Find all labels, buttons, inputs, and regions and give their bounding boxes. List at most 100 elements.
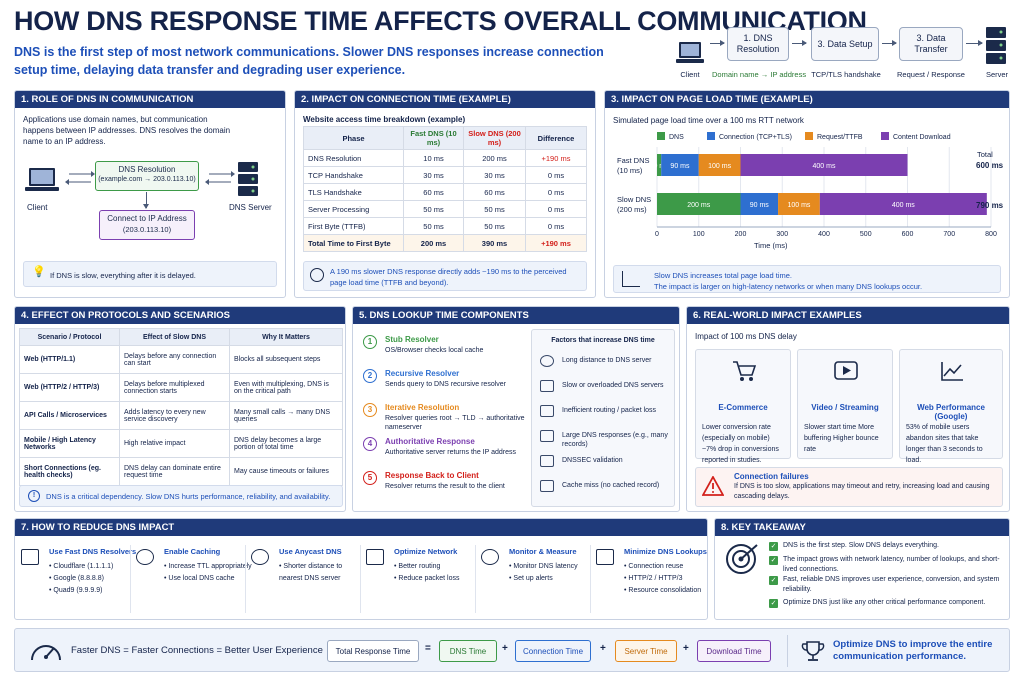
legend-swatch xyxy=(881,132,889,140)
legend-swatch xyxy=(805,132,813,140)
globe-icon xyxy=(251,549,269,565)
dns-server-icon xyxy=(238,162,258,196)
fail-title: Connection failures xyxy=(734,472,809,481)
table-row: Web (HTTP/1.1) Delays before any connecti… xyxy=(19,345,343,374)
cloud-icon xyxy=(136,549,154,565)
card-title: Video / Streaming xyxy=(811,403,879,412)
target-icon xyxy=(726,544,758,574)
dns-box-title: DNS Resolution xyxy=(118,165,176,174)
table-cell: 50 ms xyxy=(403,217,464,235)
takeaway-item: Fast, reliable DNS improves user experie… xyxy=(783,576,1000,593)
table-cell: Many small calls → many DNS queries xyxy=(229,401,343,430)
table-cell: 50 ms xyxy=(403,200,464,218)
bar-value-label: 100 ms xyxy=(708,163,731,170)
factor-item: DNSSEC validation xyxy=(562,457,623,464)
x-tick-label: 0 xyxy=(655,231,659,238)
category-label: Fast DNS xyxy=(617,156,650,165)
bar-value-label: 100 ms xyxy=(787,202,810,209)
flow-step-setup: 3. Data Setup xyxy=(811,27,879,61)
reduce-line: • Resource consolidation xyxy=(624,587,702,594)
step-number: 4 xyxy=(363,437,377,451)
x-tick-label: 500 xyxy=(860,231,872,238)
table-cell: 0 ms xyxy=(525,200,587,218)
item-divider xyxy=(475,545,476,613)
card-title: E-Commerce xyxy=(718,403,768,412)
x-tick-label: 400 xyxy=(818,231,830,238)
info-icon: ! xyxy=(28,490,40,502)
reduce-title: Monitor & Measure xyxy=(509,547,577,556)
table-cell: DNS delay can dominate entire request ti… xyxy=(119,457,230,486)
legend-label: Connection (TCP+TLS) xyxy=(719,134,792,141)
clock-icon xyxy=(310,268,324,282)
step-title: Stub Resolver xyxy=(385,335,439,344)
check-icon: ✓ xyxy=(769,576,778,585)
table-cell: Delays before multiplexed connection sta… xyxy=(119,373,230,402)
table-cell: 60 ms xyxy=(463,183,526,201)
reduce-line: • Quad9 (9.9.9.9) xyxy=(49,587,103,594)
shield-icon xyxy=(366,549,384,565)
dns-time-box: DNS Time xyxy=(439,640,497,662)
flow-arrow xyxy=(966,40,983,46)
table-cell: TCP Handshake xyxy=(303,166,404,184)
bar-segment xyxy=(698,154,741,176)
reduce-line: • Google (8.8.8.8) xyxy=(49,575,104,582)
section-intro: Applications use domain names, but commu… xyxy=(23,115,231,146)
table-cell: Delays before any connection can start xyxy=(119,345,230,374)
chart-trend-icon xyxy=(622,271,640,287)
protocols-table: Scenario / Protocol Effect of Slow DNS W… xyxy=(19,328,343,486)
check-icon: ✓ xyxy=(769,542,778,551)
x-tick-label: 300 xyxy=(776,231,788,238)
play-icon xyxy=(834,361,858,380)
table-cell: 30 ms xyxy=(463,166,526,184)
page-title: HOW DNS RESPONSE TIME AFFECTS OVERALL CO… xyxy=(14,6,867,36)
bar-value-label: 10 ms xyxy=(650,163,670,170)
legend-label: Content Download xyxy=(893,134,951,141)
table-cell: Web (HTTP/1.1) xyxy=(19,345,120,374)
reduce-line: • HTTP/2 / HTTP/3 xyxy=(624,575,683,582)
table-row: Web (HTTP/2 / HTTP/3) Delays before multi… xyxy=(19,373,343,402)
legend-label: DNS xyxy=(669,134,684,141)
table-cell: DNS delay becomes a large portion of tot… xyxy=(229,429,343,458)
flow-label-transfer: Request / Response xyxy=(897,70,965,79)
step-desc: Resolver queries root → TLD → authoritat… xyxy=(385,415,525,431)
laptop-icon xyxy=(676,42,704,63)
connection-failures-box: Connection failures If DNS is too slow, … xyxy=(695,467,1003,507)
section-reduce-impact: 7. HOW TO REDUCE DNS IMPACT Use Fast DNS… xyxy=(14,518,708,620)
reduce-line: • Set up alerts xyxy=(509,575,553,582)
bar-segment xyxy=(657,154,662,176)
total-header: Total xyxy=(977,150,993,159)
section-heading: 4. EFFECT ON PROTOCOLS AND SCENARIOS xyxy=(15,307,345,324)
bar-segment xyxy=(778,193,820,215)
server-time-box: Server Time xyxy=(615,640,677,662)
category-label: Slow DNS xyxy=(617,195,651,204)
card-ecommerce: E-Commerce Lower conversion rate (especi… xyxy=(695,349,791,464)
note-line2: The impact is larger on high-latency net… xyxy=(654,282,923,291)
bar-value-label: 200 ms xyxy=(687,202,710,209)
trophy-icon xyxy=(801,641,825,661)
bar-segment xyxy=(661,154,699,176)
table-row: Short Connections (eg. health checks) DNS… xyxy=(19,457,343,486)
info-note: A 190 ms slower DNS response directly ad… xyxy=(303,261,587,291)
section-page-load: 3. IMPACT ON PAGE LOAD TIME (EXAMPLE) Si… xyxy=(604,90,1010,298)
note-text: DNS is a critical dependency. Slow DNS h… xyxy=(46,492,331,501)
connect-title: Connect to IP Address xyxy=(107,214,187,223)
section-heading: 2. IMPACT ON CONNECTION TIME (EXAMPLE) xyxy=(295,91,595,108)
flow-arrow xyxy=(792,40,807,46)
step-number: 1 xyxy=(363,335,377,349)
table-cell: Total Time to First Byte xyxy=(303,234,404,252)
factors-title: Factors that increase DNS time xyxy=(551,337,655,344)
section-heading: 3. IMPACT ON PAGE LOAD TIME (EXAMPLE) xyxy=(605,91,1009,108)
note-text: If DNS is slow, everything after it is d… xyxy=(50,271,196,280)
reduce-line: • Increase TTL appropriately xyxy=(164,563,252,570)
table-cell: 0 ms xyxy=(525,166,587,184)
table-cell: High relative impact xyxy=(119,429,230,458)
bidirectional-arrow-icon xyxy=(205,171,235,185)
table-row: API Calls / Microservices Adds latency to… xyxy=(19,401,343,430)
database-icon xyxy=(540,430,554,442)
takeaway-item: DNS is the first step. Slow DNS delays e… xyxy=(783,542,940,549)
table-cell: 0 ms xyxy=(525,217,587,235)
table-cell: Short Connections (eg. health checks) xyxy=(19,457,120,486)
table-cell: Server Processing xyxy=(303,200,404,218)
table-cell: Mobile / High Latency Networks xyxy=(19,429,120,458)
factor-item: Cache miss (no cached record) xyxy=(562,482,660,489)
